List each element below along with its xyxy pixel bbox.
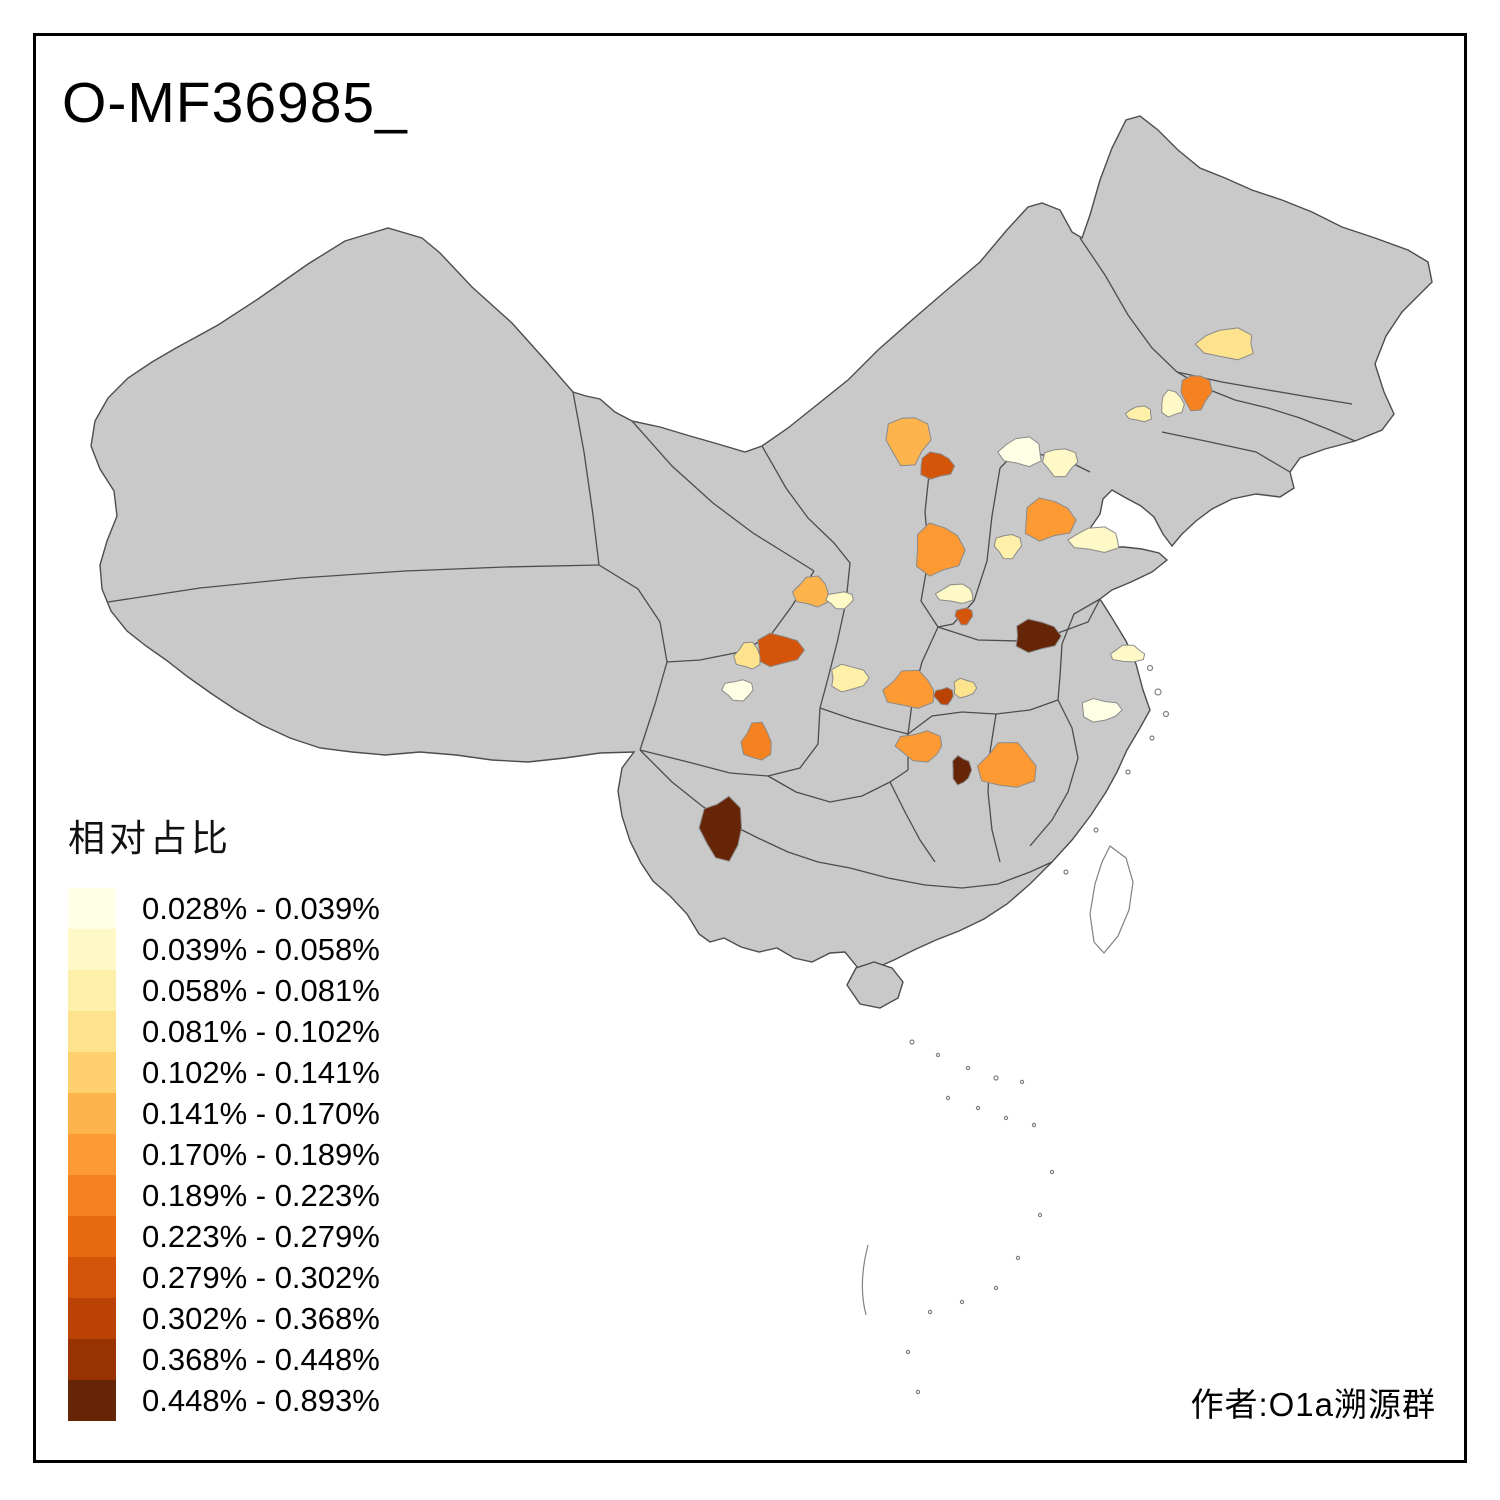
map-region [976, 742, 1037, 788]
map-region [825, 591, 854, 610]
legend-label: 0.368% - 0.448% [142, 1341, 380, 1377]
legend-item: 0.039% - 0.058% [68, 929, 380, 970]
legend-item: 0.028% - 0.039% [68, 888, 380, 929]
map-region [1081, 697, 1123, 723]
map-region [993, 533, 1023, 560]
map-region [933, 686, 954, 706]
map-region [698, 795, 743, 862]
legend-label: 0.141% - 0.170% [142, 1095, 380, 1131]
legend-item: 0.279% - 0.302% [68, 1257, 380, 1298]
legend-items: 0.028% - 0.039% 0.039% - 0.058% 0.058% - 0… [68, 888, 380, 1421]
legend-item: 0.058% - 0.081% [68, 970, 380, 1011]
map-region [1024, 497, 1077, 542]
map-region [721, 679, 754, 702]
map-region [791, 575, 829, 608]
legend-title: 相对占比 [68, 818, 232, 859]
legend-label: 0.448% - 0.893% [142, 1382, 380, 1418]
legend-swatch [68, 1052, 116, 1093]
legend-item: 0.189% - 0.223% [68, 1175, 380, 1216]
plot-title: O-MF36985_ [62, 71, 408, 135]
legend-label: 0.279% - 0.302% [142, 1259, 380, 1295]
china-mainland [90, 115, 1433, 979]
mainland-group [90, 115, 1433, 1009]
map-region [885, 417, 932, 467]
legend-label: 0.058% - 0.081% [142, 972, 380, 1008]
map-region [934, 583, 974, 605]
map-region [1109, 644, 1146, 663]
hainan-island [846, 961, 904, 1009]
map-region [920, 451, 956, 480]
map-region [1180, 375, 1213, 412]
map-region [1161, 389, 1185, 418]
legend-item: 0.368% - 0.448% [68, 1339, 380, 1380]
map-region [997, 436, 1042, 468]
legend: 相对占比 0.028% - 0.039% 0.039% - 0.058% 0.058… [68, 808, 380, 1421]
legend-swatch [68, 1175, 116, 1216]
legend-label: 0.189% - 0.223% [142, 1177, 380, 1213]
map-region [1194, 327, 1254, 361]
legend-swatch [68, 929, 116, 970]
legend-label: 0.081% - 0.102% [142, 1013, 380, 1049]
legend-swatch [68, 1216, 116, 1257]
sea-islets [861, 664, 1170, 1395]
map-region [831, 663, 870, 693]
map-region [954, 607, 974, 626]
legend-item: 0.448% - 0.893% [68, 1380, 380, 1421]
legend-label: 0.102% - 0.141% [142, 1054, 380, 1090]
map-region [915, 522, 966, 577]
plot-frame [33, 33, 1467, 1463]
taiwan-island [1089, 845, 1134, 954]
legend-label: 0.039% - 0.058% [142, 931, 380, 967]
colored-regions [698, 327, 1254, 862]
map-region [1124, 405, 1153, 423]
legend-item: 0.302% - 0.368% [68, 1298, 380, 1339]
legend-swatch [68, 1339, 116, 1380]
map-region [882, 669, 935, 709]
legend-swatch [68, 1134, 116, 1175]
attribution: 作者:O1a溯源群 [1190, 1386, 1436, 1423]
legend-label: 0.028% - 0.039% [142, 890, 380, 926]
legend-item: 0.223% - 0.279% [68, 1216, 380, 1257]
legend-swatch [68, 970, 116, 1011]
legend-swatch [68, 888, 116, 929]
legend-swatch [68, 1380, 116, 1421]
map-region [1067, 526, 1120, 554]
map-region [952, 754, 973, 786]
map-region [757, 632, 806, 668]
legend-swatch [68, 1298, 116, 1339]
legend-label: 0.170% - 0.189% [142, 1136, 380, 1172]
map-region [1015, 618, 1062, 654]
map-region [740, 721, 772, 761]
legend-swatch [68, 1093, 116, 1134]
map-region [733, 641, 761, 670]
legend-swatch [68, 1011, 116, 1052]
legend-item: 0.102% - 0.141% [68, 1052, 380, 1093]
legend-swatch [68, 1257, 116, 1298]
legend-item: 0.170% - 0.189% [68, 1134, 380, 1175]
map-region [894, 730, 943, 763]
legend-label: 0.302% - 0.368% [142, 1300, 380, 1336]
map-region [1041, 448, 1079, 478]
legend-label: 0.223% - 0.279% [142, 1218, 380, 1254]
legend-item: 0.141% - 0.170% [68, 1093, 380, 1134]
map-region [953, 677, 978, 699]
legend-item: 0.081% - 0.102% [68, 1011, 380, 1052]
